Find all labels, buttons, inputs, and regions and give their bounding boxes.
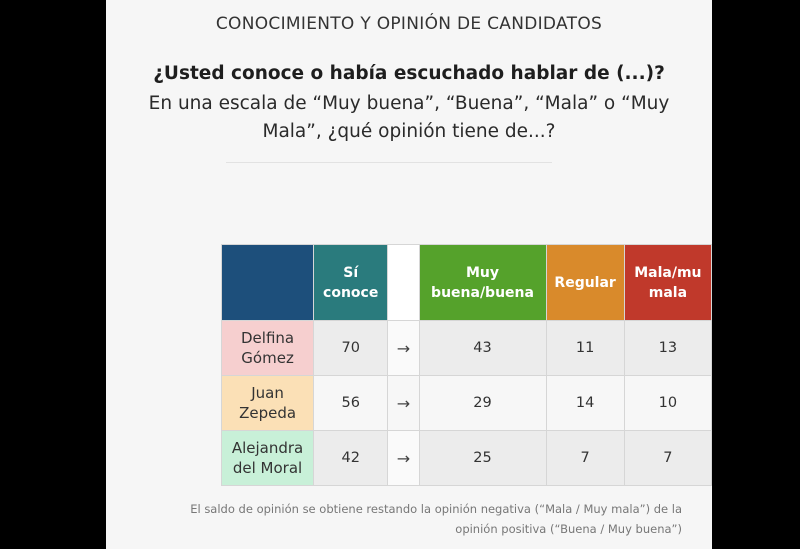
header-regular: Regular xyxy=(545,244,625,321)
muy-buena-value: 29 xyxy=(418,375,547,431)
survey-question: ¿Usted conoce o había escuchado hablar d… xyxy=(153,63,665,84)
muy-buena-value: 43 xyxy=(418,320,547,376)
header-si-conoce: Sí conoce xyxy=(313,244,389,321)
footnote-line-2: opinión positiva (“Buena / Muy buena”) xyxy=(455,522,682,536)
candidate-name-line-1: Alejandra xyxy=(231,439,304,457)
candidate-name-line-1: Juan xyxy=(251,384,284,402)
header-mala-line-2: mala xyxy=(648,284,688,301)
si-conoce-value: 42 xyxy=(313,430,389,486)
arrow-cell: → xyxy=(387,320,420,376)
table-row: Alejandra del Moral 42 → 25 7 7 xyxy=(220,430,712,486)
header-si-conoce-line-1: Sí xyxy=(343,264,359,281)
header-si-conoce-line-2: conoce xyxy=(323,284,379,301)
header-mala: Mala/mu mala xyxy=(623,244,712,321)
candidate-name-line-2: Gómez xyxy=(241,349,294,367)
candidate-name-line-1: Delfina xyxy=(241,329,295,347)
candidate-name-cell: Delfina Gómez xyxy=(220,320,315,376)
scale-line-2: Mala”, ¿qué opinión tiene de...? xyxy=(262,121,556,142)
table-header-row: Sí conoce Muy buena/buena Regular Mala/m… xyxy=(220,244,712,321)
regular-value: 14 xyxy=(545,375,625,431)
header-muy-buena-line-1: Muy xyxy=(466,264,500,281)
muy-buena-value: 25 xyxy=(418,430,547,486)
header-muy-buena: Muy buena/buena xyxy=(418,244,547,321)
regular-value: 7 xyxy=(545,430,625,486)
mala-value: 7 xyxy=(623,430,712,486)
footnote: El saldo de opinión se obtiene restando … xyxy=(106,499,682,539)
content-page: CONOCIMIENTO Y OPINIÓN DE CANDIDATOS ¿Us… xyxy=(106,0,712,549)
divider xyxy=(226,162,552,163)
mala-value: 10 xyxy=(623,375,712,431)
table-row: Delfina Gómez 70 → 43 11 13 xyxy=(220,320,712,376)
candidate-name-cell: Alejandra del Moral xyxy=(220,430,315,486)
footnote-line-1: El saldo de opinión se obtiene restando … xyxy=(190,502,682,516)
scale-line-1: En una escala de “Muy buena”, “Buena”, “… xyxy=(148,93,670,114)
header-arrow-blank xyxy=(387,244,420,321)
header-regular-label: Regular xyxy=(554,274,616,291)
page-heading: CONOCIMIENTO Y OPINIÓN DE CANDIDATOS xyxy=(215,14,603,34)
arrow-cell: → xyxy=(387,430,420,486)
si-conoce-value: 56 xyxy=(313,375,389,431)
arrow-cell: → xyxy=(387,375,420,431)
si-conoce-value: 70 xyxy=(313,320,389,376)
candidate-name-cell: Juan Zepeda xyxy=(220,375,315,431)
opinion-scale-question: En una escala de “Muy buena”, “Buena”, “… xyxy=(134,90,684,146)
mala-value: 13 xyxy=(623,320,712,376)
candidate-name-line-2: del Moral xyxy=(232,459,303,477)
table-row: Juan Zepeda 56 → 29 14 10 xyxy=(220,375,712,431)
header-blank xyxy=(220,244,315,321)
header-muy-buena-line-2: buena/buena xyxy=(431,284,534,301)
header-mala-line-1: Mala/mu xyxy=(634,264,702,281)
candidate-name-line-2: Zepeda xyxy=(239,404,297,422)
regular-value: 11 xyxy=(545,320,625,376)
candidates-table: Sí conoce Muy buena/buena Regular Mala/m… xyxy=(220,244,712,486)
